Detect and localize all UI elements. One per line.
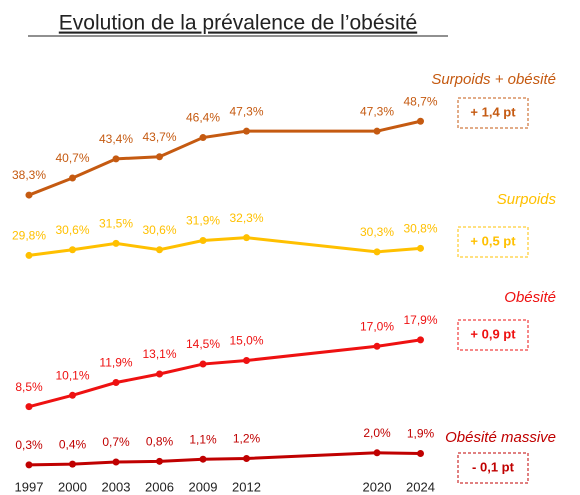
data-label: 31,9% bbox=[186, 214, 220, 228]
data-label: 11,9% bbox=[99, 356, 132, 370]
change-label: + 0,5 pt bbox=[470, 233, 516, 248]
data-label: 40,7% bbox=[55, 151, 89, 165]
data-point bbox=[69, 174, 76, 182]
data-point bbox=[156, 370, 163, 378]
change-box bbox=[457, 226, 529, 258]
data-point bbox=[156, 246, 163, 254]
data-point bbox=[112, 458, 120, 466]
x-tick-label: 2012 bbox=[232, 479, 261, 494]
change-box bbox=[457, 97, 529, 129]
data-label: 46,4% bbox=[186, 111, 220, 125]
data-point bbox=[69, 391, 76, 399]
data-label: 2,0% bbox=[363, 426, 391, 440]
series-line bbox=[28, 236, 421, 257]
data-label: 43,7% bbox=[142, 130, 176, 144]
data-point bbox=[417, 336, 424, 344]
data-label: 13,1% bbox=[142, 347, 176, 361]
data-label: 0,3% bbox=[15, 438, 43, 452]
data-point bbox=[156, 457, 163, 465]
data-label: 30,6% bbox=[142, 223, 176, 237]
data-point bbox=[25, 191, 33, 199]
data-label: 8,5% bbox=[15, 380, 43, 394]
data-label: 31,5% bbox=[99, 217, 133, 231]
change-box bbox=[457, 452, 529, 484]
x-tick-label: 2020 bbox=[363, 479, 392, 494]
change-label: + 0,9 pt bbox=[470, 326, 516, 341]
data-label: 29,8% bbox=[12, 229, 46, 243]
data-point bbox=[25, 403, 33, 411]
series-name: Obésité massive bbox=[445, 429, 556, 446]
data-label: 30,3% bbox=[360, 225, 394, 239]
data-label: 0,4% bbox=[59, 437, 87, 451]
data-point bbox=[417, 117, 424, 125]
data-label: 10,1% bbox=[55, 368, 89, 382]
data-label: 1,2% bbox=[233, 432, 261, 446]
data-label: 30,6% bbox=[55, 223, 89, 237]
data-point bbox=[373, 248, 381, 256]
data-point bbox=[373, 342, 381, 350]
data-point bbox=[112, 155, 120, 163]
x-tick-label: 2006 bbox=[145, 479, 174, 494]
x-tick-label: 2024 bbox=[406, 479, 435, 494]
x-tick-label: 1997 bbox=[15, 479, 44, 494]
series-name: Obésité bbox=[504, 289, 556, 306]
data-label: 1,1% bbox=[189, 432, 217, 446]
data-point bbox=[112, 379, 120, 387]
data-point bbox=[69, 460, 76, 468]
change-box bbox=[457, 319, 529, 351]
data-label: 38,3% bbox=[12, 168, 46, 182]
data-label: 47,3% bbox=[229, 104, 263, 118]
change-label: - 0,1 pt bbox=[472, 459, 515, 474]
chart-title: Evolution de la prévalence de l’obésité bbox=[59, 12, 417, 35]
data-point bbox=[199, 360, 207, 368]
series-name: Surpoids + obésité bbox=[431, 71, 556, 88]
series-line bbox=[28, 451, 421, 467]
data-label: 1,9% bbox=[407, 427, 435, 441]
data-point bbox=[199, 455, 207, 463]
series-line bbox=[28, 338, 421, 409]
x-tick-label: 2003 bbox=[102, 479, 131, 494]
data-point bbox=[417, 450, 424, 458]
data-point bbox=[156, 153, 163, 161]
data-label: 17,9% bbox=[403, 313, 437, 327]
data-label: 32,3% bbox=[229, 211, 263, 225]
data-label: 47,3% bbox=[360, 104, 394, 118]
data-point bbox=[25, 251, 33, 259]
x-tick-label: 2000 bbox=[58, 479, 87, 494]
data-point bbox=[25, 461, 33, 469]
data-point bbox=[243, 357, 250, 364]
data-label: 43,4% bbox=[99, 132, 133, 146]
x-tick-label: 2009 bbox=[189, 479, 218, 494]
data-label: 14,5% bbox=[186, 337, 220, 351]
series-line bbox=[28, 119, 421, 197]
data-label: 15,0% bbox=[229, 334, 263, 348]
data-label: 0,8% bbox=[146, 434, 174, 448]
data-point bbox=[417, 244, 424, 252]
data-point bbox=[243, 234, 250, 242]
data-point bbox=[112, 239, 120, 247]
data-point bbox=[199, 237, 207, 245]
data-point bbox=[199, 134, 207, 142]
data-point bbox=[373, 127, 381, 135]
data-point bbox=[69, 246, 76, 254]
data-label: 48,7% bbox=[403, 94, 437, 108]
series-name: Surpoids bbox=[497, 191, 557, 208]
data-label: 0,7% bbox=[102, 435, 130, 449]
data-label: 17,0% bbox=[360, 319, 394, 333]
data-point bbox=[373, 449, 381, 457]
data-point bbox=[243, 127, 250, 135]
change-label: + 1,4 pt bbox=[470, 104, 516, 119]
data-label: 30,8% bbox=[403, 221, 437, 235]
data-point bbox=[243, 454, 250, 462]
